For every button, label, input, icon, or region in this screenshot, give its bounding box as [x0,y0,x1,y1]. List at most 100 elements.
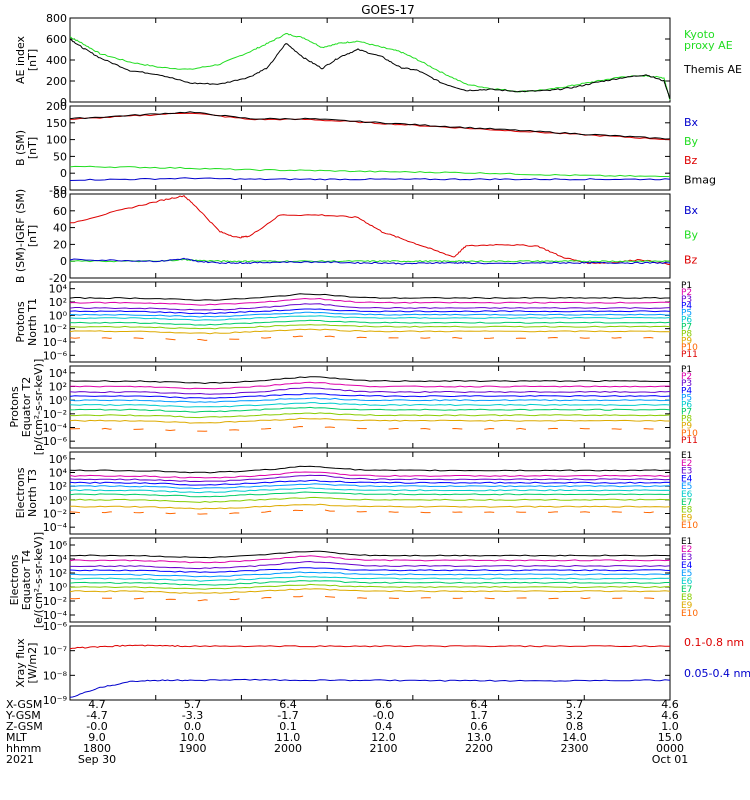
y-tick-label: 60 [53,205,67,218]
y-tick-label: 10⁻⁴ [43,336,68,349]
legend-item: E7 [681,585,692,595]
x-row-value: 4.6 [661,698,679,711]
panel-frame [69,537,671,623]
legend-item: E2 [681,459,692,469]
y-tick-label: 10⁻⁸ [43,669,68,682]
legend-item: 0.05-0.4 nm [684,667,750,680]
series-line [69,112,671,141]
legend-item: P9 [681,422,692,432]
y-axis-label-line: [nT] [26,225,39,247]
y-tick-label: 10⁻⁶ [43,435,68,448]
legend-item: P6 [681,400,692,410]
legend-item: P2 [681,372,692,382]
x-axis-labels: X-GSM 4.7 5.7 6.4 6.6 6.4 5.7 4.6 Y-GSM -4.7 -3.3 -… [5,698,688,766]
x-row-value: Sep 30 [78,753,116,766]
y-axis-label-line: Electrons [8,554,21,605]
x-row-value: 1.7 [470,709,488,722]
y-axis-label-line: B (SM) [14,130,27,166]
series-line [69,381,670,390]
series-line [69,571,671,578]
series-line [69,644,671,650]
x-row-value: 1900 [179,742,207,755]
panel-bsm: -50 0 50 100 150 200 B (SM)[nT] Bx By Bz Bmag [14,100,716,197]
x-row-value: 12.0 [371,731,396,744]
legend-item: P1 [681,365,692,375]
series-line [70,550,671,559]
legend-item: P11 [681,436,698,446]
x-row-value: 2300 [561,742,589,755]
series-line [69,111,671,140]
x-row-value: 0000 [656,742,684,755]
legend-item: E8 [681,593,693,603]
y-axis-label: B (SM)[nT] [14,130,39,166]
y-tick-label: 10⁰ [49,394,68,407]
y-tick-label: 10⁻⁶ [43,620,68,633]
legend-item: Bz [684,253,698,266]
legend-item: E4 [681,474,693,484]
y-tick-label: 10⁰ [49,309,68,322]
legend-item: E3 [681,553,692,563]
series-line [69,39,671,100]
y-tick-label: 150 [46,117,67,130]
legend-item: E5 [681,482,692,492]
legend-item: E6 [681,577,693,587]
panel-frame [69,625,671,701]
series-line [69,393,671,399]
series-line [69,257,671,265]
panel-bigrf: -20 0 20 40 60 80 B (SM)-IGRF (SM)[nT] Bx By Bz [14,188,699,285]
legend-item: P9 [681,336,692,346]
legend-item: P5 [681,309,692,319]
y-axis-label: ProtonsNorth T1 [14,298,39,346]
series-line [69,588,671,594]
y-tick-label: 600 [46,33,67,46]
y-tick-label: 10⁰ [49,581,68,594]
legend-item: P4 [681,386,692,396]
legend-item: Bmag [684,173,716,186]
x-row-label: X-GSM [6,698,42,711]
y-tick-label: 10⁰ [49,494,68,507]
x-row-label: MLT [6,731,27,744]
panel-frame [69,105,671,191]
x-row-value: 5.7 [184,698,202,711]
series-line [70,503,671,510]
y-tick-label: 10⁶ [49,539,68,552]
panel-frame [69,365,671,449]
panel-xray: 10⁻⁶ 10⁻⁷ 10⁻⁸ 10⁻⁹ Xray flux[W/m2] 0.1-0.8 n… [14,620,750,707]
series-line [69,575,671,582]
series-line [69,177,671,181]
series-line [69,417,670,424]
y-tick-label: 20 [53,238,67,251]
x-row-value: -3.3 [182,709,203,722]
y-tick-label: 10⁻⁷ [43,645,67,658]
y-tick-label: 0 [60,167,67,180]
x-row-value: 11.0 [276,731,301,744]
legend-item: Bz [684,154,698,167]
legend-item: E3 [681,467,692,477]
series-line [69,303,671,311]
series-line [69,324,671,330]
series-line [69,311,671,318]
legend-item: E1 [681,451,692,461]
y-axis-label-line: Protons [8,386,21,427]
y-axis-label-line: Electrons [14,467,27,518]
series-line [69,335,671,341]
x-row-value: 2200 [465,742,493,755]
panel-frame [69,281,671,363]
x-row-value: -0.0 [86,720,107,733]
series-line [69,376,670,385]
legend-item: P10 [681,343,698,353]
y-axis-label-line: [p/(cm²-s-sr-keV)] [32,359,45,456]
y-axis-label: ElectronsEquator T4[e/(cm²-s-sr-keV)] [8,532,45,628]
legend-item: E9 [681,513,693,523]
legend-item: E10 [681,521,698,531]
y-tick-label: 100 [46,134,67,147]
y-tick-label: 0 [60,96,67,109]
y-axis-label-line: AE index [14,35,27,84]
y-tick-label: 50 [53,150,67,163]
series-line [69,328,671,335]
legend-item: P8 [681,329,692,339]
y-axis-label-line: [W/m2] [26,643,39,684]
y-tick-label: 10² [49,480,67,493]
y-tick-label: -20 [49,272,67,285]
series-line [69,567,671,573]
